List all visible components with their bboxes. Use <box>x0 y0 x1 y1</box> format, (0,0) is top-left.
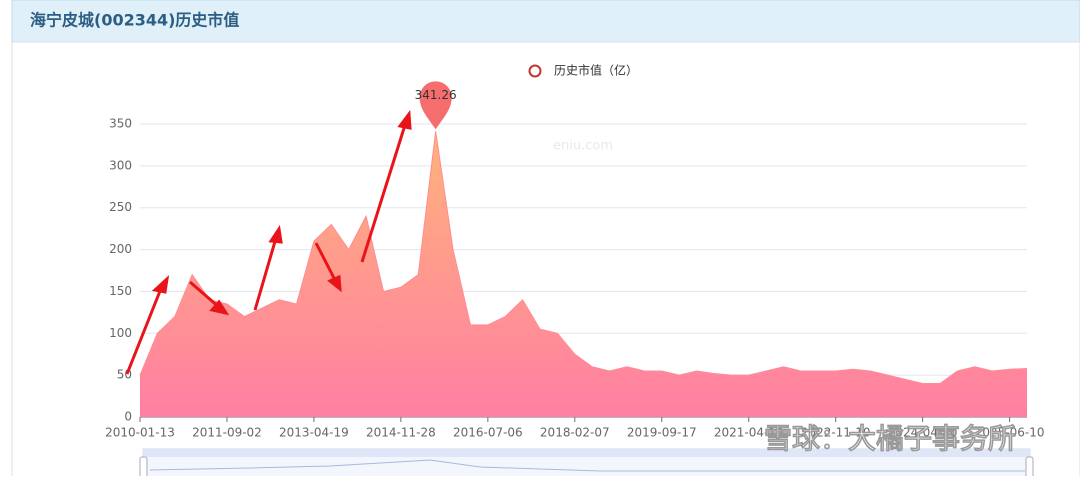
x-tick-label: 2011-09-02 <box>192 426 262 440</box>
watermark: 雪球：大橘子事务所 <box>764 422 1016 455</box>
y-tick-label: 150 <box>109 284 132 298</box>
y-tick-label: 0 <box>124 410 132 424</box>
zoom-handle-bar[interactable] <box>143 449 1030 457</box>
x-tick-label: 2022-11-10 <box>801 426 871 440</box>
x-tick-label: 2013-04-19 <box>279 426 349 440</box>
chart-title: 海宁皮城(002344)历史市值 <box>30 11 239 30</box>
y-tick-label: 350 <box>109 117 132 131</box>
x-tick-label: 2025-06-10 <box>975 426 1045 440</box>
x-tick-label: 2019-09-17 <box>627 426 697 440</box>
y-tick-label: 200 <box>109 242 132 256</box>
header-bar <box>11 0 1080 43</box>
peak-pin <box>419 81 452 130</box>
x-tick-label: 2024-04-30 <box>888 426 958 440</box>
area <box>140 131 1027 417</box>
legend-label: 历史市值（亿） <box>554 63 638 78</box>
watermark: eniu.com <box>553 139 613 154</box>
zoom-right-handle[interactable] <box>1025 456 1034 480</box>
y-tick-label: 100 <box>109 326 132 340</box>
annotation-arrows <box>125 109 412 375</box>
x-tick-label: 2021-04-19 <box>714 426 784 440</box>
x-tick-label: 2016-07-06 <box>453 426 523 440</box>
legend-symbol <box>528 64 542 78</box>
line <box>139 131 1028 385</box>
y-tick-label: 250 <box>109 200 132 214</box>
x-tick-label: 2014-11-28 <box>366 426 436 440</box>
zoom-preview <box>149 459 1025 472</box>
x-tick-label: 2018-02-07 <box>540 426 610 440</box>
y-tick-label: 300 <box>109 158 132 172</box>
x-tick-label: 2010-01-13 <box>105 426 175 440</box>
zoom-left-handle[interactable] <box>139 456 148 480</box>
peak-label: 341.26 <box>415 88 457 102</box>
